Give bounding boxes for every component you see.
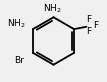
Text: F: F xyxy=(86,27,91,36)
Text: NH$_2$: NH$_2$ xyxy=(43,2,62,15)
Text: NH$_2$: NH$_2$ xyxy=(7,18,25,30)
Text: F: F xyxy=(86,15,91,24)
Text: F: F xyxy=(93,21,98,30)
Text: Br: Br xyxy=(14,56,24,65)
